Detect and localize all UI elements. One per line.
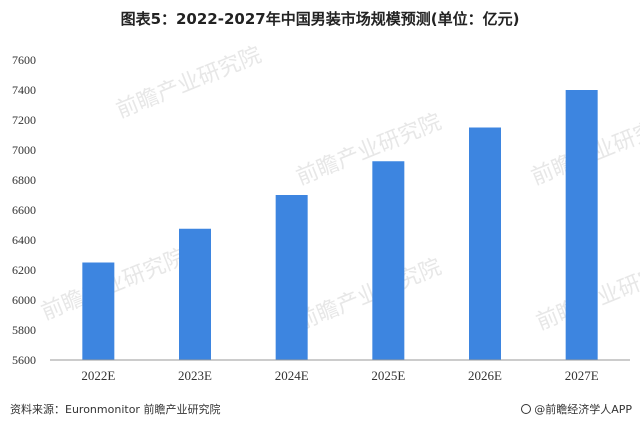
x-axis-labels: 2022E 2023E 2024E 2025E 2026E 2027E — [81, 368, 598, 383]
y-tick-label: 6000 — [12, 293, 36, 307]
bar-2024E — [275, 195, 308, 360]
y-tick-label: 6800 — [12, 173, 36, 187]
x-tick-label: 2023E — [178, 368, 212, 383]
x-tick-label: 2024E — [275, 368, 309, 383]
y-tick-label: 6400 — [12, 233, 36, 247]
x-tick-label: 2026E — [468, 368, 502, 383]
y-tick-label: 7600 — [12, 53, 36, 67]
watermark-text: 前瞻产业研究院 — [293, 110, 445, 191]
y-tick-label: 7400 — [12, 83, 36, 97]
brand-logo-icon — [521, 404, 532, 414]
x-tick-label: 2025E — [371, 368, 405, 383]
bars — [82, 90, 598, 360]
watermark-text: 前瞻产业研究院 — [293, 255, 445, 336]
chart-title: 图表5：2022-2027年中国男装市场规模预测(单位：亿元) — [120, 10, 520, 28]
bar-2025E — [372, 161, 405, 360]
x-tick-label: 2027E — [565, 368, 599, 383]
y-tick-label: 7000 — [12, 143, 36, 157]
brand-credit: @前瞻经济学人APP — [521, 401, 632, 417]
source-note: 资料来源：Euronmonitor 前瞻产业研究院 — [10, 403, 221, 416]
y-tick-label: 6600 — [12, 203, 36, 217]
y-tick-label: 5800 — [12, 323, 36, 337]
bar-2023E — [179, 228, 211, 360]
y-axis-ticks: 5600 5800 6000 6200 6400 6600 6800 7000 7200 7400… — [12, 53, 36, 367]
bar-2027E — [565, 90, 598, 360]
y-tick-label: 6200 — [12, 263, 36, 277]
y-tick-label: 5600 — [12, 353, 36, 367]
brand-text: @前瞻经济学人APP — [534, 403, 632, 416]
bar-2022E — [82, 262, 115, 360]
y-tick-label: 7200 — [12, 113, 36, 127]
watermarks: 前瞻产业研究院 前瞻产业研究院 前瞻产业研究院 前瞻产业研究院 前瞻产业研究院 … — [38, 43, 640, 336]
bar-2026E — [469, 127, 501, 360]
x-tick-label: 2022E — [81, 368, 115, 383]
watermark-text: 前瞻产业研究院 — [113, 43, 265, 124]
